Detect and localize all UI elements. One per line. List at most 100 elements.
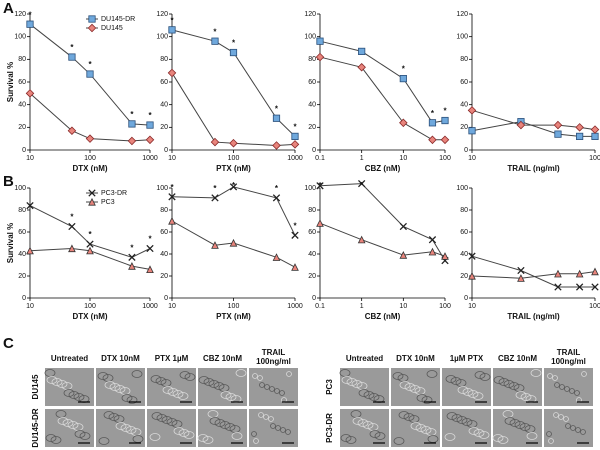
y-tick-label: 100 (456, 34, 468, 41)
marker (575, 269, 584, 278)
marker (67, 126, 77, 135)
y-tick-label: 40 (160, 251, 168, 258)
marker (575, 123, 584, 132)
marker (128, 253, 136, 261)
marker (316, 219, 324, 227)
y-tick-label: 20 (160, 124, 168, 131)
column-label: TRAIL 100ng/ml (551, 348, 586, 366)
y-tick-label: 120 (14, 11, 26, 18)
marker (25, 89, 35, 98)
marker (575, 283, 584, 291)
micrograph (340, 368, 389, 406)
y-tick-label: 20 (308, 124, 316, 131)
column-label: CBZ 10nM (203, 354, 242, 363)
micrograph (45, 368, 94, 406)
cell (570, 425, 576, 431)
significance-mark: * (170, 183, 174, 192)
cell (179, 371, 191, 379)
cell (209, 417, 221, 425)
x-tick-label: 1000 (142, 155, 158, 162)
marker (291, 263, 299, 271)
x-tick-label: 100 (439, 303, 451, 310)
y-tick-label: 60 (18, 79, 26, 86)
y-tick-label: 60 (160, 79, 168, 86)
row-label: DU145 (31, 374, 40, 399)
cell (275, 425, 281, 431)
cell (399, 381, 411, 389)
significance-mark: * (213, 27, 217, 36)
cell (504, 417, 516, 425)
significance-mark: * (443, 107, 447, 116)
marker (86, 240, 94, 248)
x-tick-label: 1 (360, 303, 364, 310)
cell (426, 370, 438, 378)
cell (565, 423, 571, 429)
cell (149, 433, 161, 441)
marker (517, 266, 525, 275)
significance-mark: * (70, 43, 74, 52)
micrograph (96, 409, 145, 447)
x-tick-label: 100 (84, 303, 96, 310)
cell (268, 416, 274, 422)
cell (559, 384, 565, 390)
marker (272, 114, 281, 122)
micrograph (442, 368, 491, 406)
y-tick-label: 0 (312, 295, 316, 302)
y-tick-label: 0 (464, 147, 468, 154)
cell (352, 417, 364, 425)
axes (471, 188, 595, 299)
y-tick-label: 40 (308, 251, 316, 258)
micrograph (391, 368, 440, 406)
cell (104, 381, 116, 389)
cell (197, 434, 209, 442)
y-tick-label: 60 (18, 229, 26, 236)
y-tick-label: 0 (164, 147, 168, 154)
marker (316, 37, 324, 45)
column-label: DTX 10nM (101, 354, 140, 363)
marker (145, 135, 155, 145)
marker (358, 47, 366, 56)
y-tick-label: 40 (308, 102, 316, 109)
marker (516, 120, 526, 130)
micrograph (249, 409, 298, 447)
marker (441, 252, 449, 260)
cell (259, 382, 265, 388)
cell (251, 431, 257, 437)
marker (128, 120, 136, 128)
legend-label: DU145-DR (101, 16, 135, 23)
y-tick-label: 100 (14, 185, 26, 192)
cell (416, 394, 428, 402)
cell (279, 390, 285, 396)
y-tick-label: 80 (460, 56, 468, 63)
x-tick-label: 10 (26, 303, 34, 310)
column-label: Untreated (346, 354, 383, 363)
series-line (471, 255, 595, 288)
y-tick-label: 80 (308, 207, 316, 214)
significance-mark: * (275, 184, 279, 193)
significance-mark: * (360, 181, 364, 190)
x-tick-label: 100 (228, 155, 240, 162)
cell (474, 371, 486, 379)
cell (558, 414, 564, 420)
marker (590, 125, 600, 134)
cell (393, 437, 405, 445)
marker (85, 134, 95, 143)
marker (358, 179, 366, 188)
row-label: DU145-DR (31, 408, 40, 447)
marker (128, 262, 136, 270)
cell (581, 371, 587, 377)
cell (526, 432, 538, 440)
cell (286, 371, 292, 377)
y-tick-label: 120 (304, 11, 316, 18)
marker (399, 251, 408, 259)
y-tick-label: 120 (456, 11, 468, 18)
cell (57, 417, 69, 425)
marker (316, 182, 324, 190)
marker (399, 222, 407, 231)
significance-mark: * (148, 111, 152, 120)
y-axis-label: Survival % (6, 62, 15, 102)
significance-mark: * (275, 104, 279, 113)
significance-mark: * (28, 10, 32, 19)
cell (547, 373, 553, 379)
cell (257, 375, 263, 381)
